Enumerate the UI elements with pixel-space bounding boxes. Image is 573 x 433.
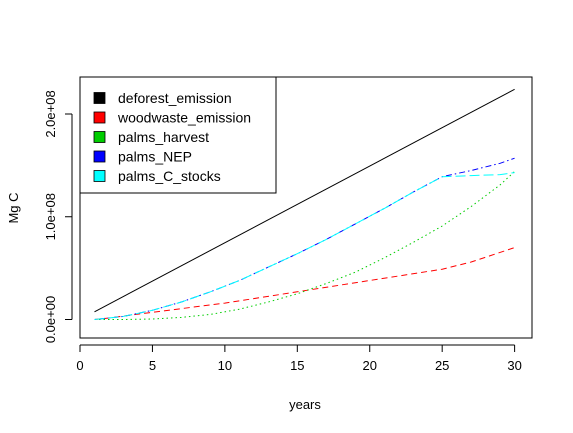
x-tick-label: 25	[435, 358, 449, 373]
legend-swatch	[93, 111, 106, 124]
x-tick-label: 15	[290, 358, 304, 373]
legend-label: palms_harvest	[118, 129, 209, 145]
x-axis-label: years	[289, 397, 321, 412]
legend-label: palms_NEP	[118, 149, 192, 165]
y-tick-label: 1.0e+08	[43, 193, 58, 240]
legend-label: palms_C_stocks	[118, 168, 221, 184]
x-tick-label: 20	[363, 358, 377, 373]
x-axis: 0 5 10 15 20 25 30	[76, 344, 522, 373]
legend: deforest_emission woodwaste_emissionpalms…	[79, 76, 277, 194]
series-layer	[94, 88, 515, 320]
legend-label: woodwaste_emission	[117, 110, 251, 126]
plot-frame	[79, 76, 533, 339]
series-line-palms_harvest	[94, 171, 515, 320]
y-axis: 0.0e+00 1.0e+08 2.0e+08	[43, 90, 73, 343]
legend-swatch	[93, 131, 106, 143]
series-line-palms_C_stocks	[94, 172, 515, 320]
x-tick-label: 5	[149, 358, 156, 373]
series-line-deforest_emission	[94, 88, 515, 313]
y-axis-label: Mg C	[6, 192, 21, 223]
legend-label: deforest_emission	[118, 90, 232, 106]
legend-swatch	[93, 170, 106, 182]
series-line-woodwaste_emission	[94, 247, 515, 320]
legend-swatch	[93, 150, 106, 163]
x-tick-label: 0	[76, 358, 83, 373]
x-tick-label: 10	[218, 358, 232, 373]
legend-box	[79, 76, 277, 194]
y-tick-label: 0.0e+00	[43, 296, 58, 343]
x-tick-label: 30	[507, 358, 521, 373]
y-tick-label: 2.0e+08	[43, 90, 58, 137]
legend-swatch	[93, 92, 106, 104]
